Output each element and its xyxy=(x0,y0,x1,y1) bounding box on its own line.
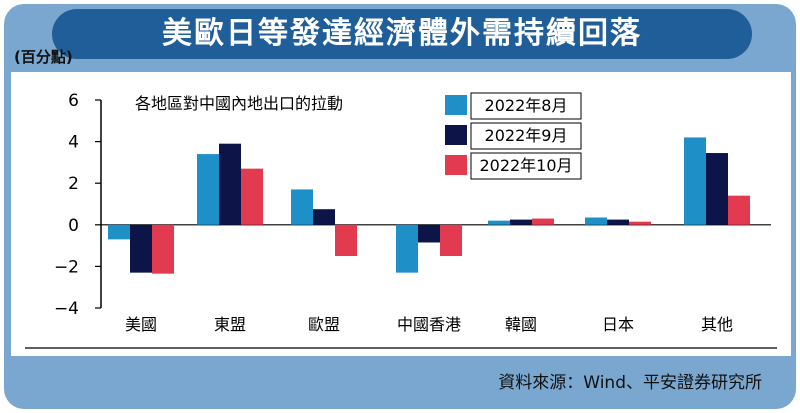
bar xyxy=(488,220,510,225)
bar xyxy=(629,221,651,225)
bar xyxy=(108,224,130,240)
source-note: 資料來源：Wind、平安證券研究所 xyxy=(498,373,762,393)
unit-label: (百分點) xyxy=(14,48,73,66)
legend-label-box xyxy=(470,122,582,150)
bar xyxy=(585,217,607,225)
y-tick-label: 6 xyxy=(68,91,79,111)
chart-panel: 6 4 2 0 −2 −4 美國 東盟 歐盟 中國香港 韓國 日本 其他 各地區對中國內地出口的拉動 202… xyxy=(11,72,791,356)
chart-title: 各地區對中國內地出口的拉動 xyxy=(135,94,343,113)
bar xyxy=(532,218,554,225)
y-tick-label: 2 xyxy=(68,174,79,194)
legend-label-box xyxy=(470,152,582,180)
bar xyxy=(313,209,335,225)
y-tick-label: 4 xyxy=(68,133,79,153)
bar xyxy=(440,224,462,256)
bar-chart: 6 4 2 0 −2 −4 美國 東盟 歐盟 中國香港 韓國 日本 其他 各地區對中國內地出口的拉動 202… xyxy=(25,91,777,349)
y-tick-label: −4 xyxy=(54,299,79,319)
bar xyxy=(418,224,440,243)
bar xyxy=(396,224,418,273)
x-tick-label: 韓國 xyxy=(505,315,537,334)
bar xyxy=(706,153,728,225)
bar xyxy=(130,224,152,273)
x-tick-label: 東盟 xyxy=(214,315,246,334)
legend-label: 2022年10月 xyxy=(479,156,572,175)
bar xyxy=(607,219,629,225)
bar xyxy=(684,137,706,225)
bar xyxy=(728,195,750,225)
legend-label: 2022年8月 xyxy=(485,96,568,115)
bar xyxy=(291,189,313,225)
bar xyxy=(197,154,219,225)
bar xyxy=(152,224,174,274)
headline: 美歐日等發達經濟體外需持續回落 xyxy=(52,9,752,59)
bar xyxy=(219,143,241,225)
x-tick-label: 日本 xyxy=(602,315,634,334)
legend-swatch xyxy=(445,95,467,115)
legend-label-box xyxy=(470,92,582,120)
y-tick-label: 0 xyxy=(68,216,79,236)
legend-label: 2022年9月 xyxy=(485,126,568,145)
x-tick-label: 美國 xyxy=(125,315,157,334)
legend-swatch xyxy=(445,125,467,145)
bar xyxy=(510,219,532,225)
bar xyxy=(241,168,263,225)
bar xyxy=(335,224,357,256)
x-tick-label: 歐盟 xyxy=(308,315,340,334)
y-tick-label: −2 xyxy=(54,257,79,277)
x-tick-label: 中國香港 xyxy=(397,315,461,334)
legend-swatch xyxy=(445,155,467,175)
x-tick-label: 其他 xyxy=(701,315,733,334)
